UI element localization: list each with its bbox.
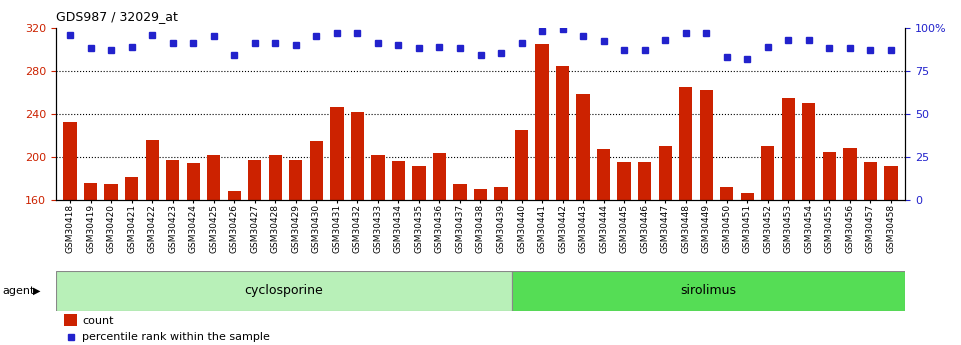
- Bar: [166, 160, 180, 345]
- Bar: [432, 152, 446, 345]
- Bar: [700, 90, 713, 345]
- Bar: [186, 164, 200, 345]
- Bar: [577, 95, 590, 345]
- Bar: [884, 166, 898, 345]
- Bar: [269, 155, 282, 345]
- Bar: [535, 44, 549, 345]
- Bar: [228, 191, 241, 345]
- Bar: [63, 122, 77, 345]
- Text: GDS987 / 32029_at: GDS987 / 32029_at: [56, 10, 178, 23]
- Bar: [802, 103, 816, 345]
- Bar: [125, 177, 138, 345]
- Bar: [474, 189, 487, 345]
- Bar: [864, 162, 877, 345]
- Bar: [720, 187, 733, 345]
- Bar: [289, 160, 303, 345]
- Bar: [618, 162, 630, 345]
- Bar: [63, 314, 78, 326]
- Bar: [511, 271, 905, 310]
- Bar: [823, 151, 836, 345]
- Bar: [454, 184, 467, 345]
- Bar: [331, 107, 343, 345]
- Text: cyclosporine: cyclosporine: [244, 284, 323, 297]
- Bar: [56, 271, 511, 310]
- Bar: [781, 98, 795, 345]
- Bar: [309, 141, 323, 345]
- Bar: [515, 130, 529, 345]
- Bar: [351, 112, 364, 345]
- Bar: [412, 166, 426, 345]
- Bar: [84, 183, 97, 345]
- Text: ▶: ▶: [33, 286, 40, 296]
- Text: count: count: [83, 316, 114, 326]
- Text: percentile rank within the sample: percentile rank within the sample: [83, 332, 270, 342]
- Bar: [105, 184, 118, 345]
- Bar: [679, 87, 692, 345]
- Bar: [371, 155, 384, 345]
- Bar: [392, 161, 406, 345]
- Bar: [761, 146, 775, 345]
- Bar: [248, 160, 261, 345]
- Bar: [843, 148, 856, 345]
- Bar: [145, 140, 159, 345]
- Bar: [555, 66, 569, 345]
- Bar: [658, 146, 672, 345]
- Bar: [741, 193, 754, 345]
- Text: agent: agent: [2, 286, 35, 296]
- Bar: [597, 149, 610, 345]
- Text: sirolimus: sirolimus: [680, 284, 736, 297]
- Bar: [494, 187, 507, 345]
- Bar: [207, 155, 220, 345]
- Bar: [638, 162, 652, 345]
